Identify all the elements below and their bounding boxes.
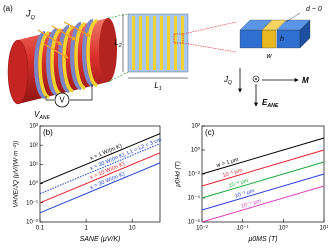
panel-label: (c) <box>205 128 215 137</box>
y-tick-label: 10⁻¹ <box>26 200 38 206</box>
series-line <box>39 152 161 204</box>
heat-flux-label: JQ <box>223 75 232 86</box>
y-tick-label: 10⁰ <box>29 180 39 187</box>
plot-frame <box>201 125 325 223</box>
series-line <box>201 149 325 187</box>
series-label: w = 1 μm <box>215 157 240 170</box>
pointer <box>285 12 301 23</box>
series-label: 10⁻³ μm <box>234 188 255 200</box>
voltmeter <box>54 92 70 108</box>
panel-a: (a) JQ V VANE L2 L1 <box>3 4 322 121</box>
series-line <box>39 162 161 214</box>
series-line <box>201 161 325 199</box>
series-line <box>201 173 325 211</box>
y-tick-label: 10⁻² <box>26 220 38 226</box>
charts: 0.1 1 10 10⁻² 10⁻¹ 10⁰ 10¹ 10² 10³ (b) SANE (μV/K)… <box>13 124 329 243</box>
x-tick-label: 0.1 <box>36 226 45 232</box>
series-line <box>201 185 325 223</box>
field-label: EANE <box>262 98 279 109</box>
heat-arrows <box>37 21 91 59</box>
y-tick-label: 10⁰ <box>191 147 201 154</box>
length-label: L1 <box>154 81 161 92</box>
heat-flux-label: JQ <box>25 8 36 20</box>
x-tick-label: 10⁰ <box>279 225 289 232</box>
zoom-lines <box>107 13 129 83</box>
y-tick-label: 10⁻⁶ <box>188 219 201 226</box>
width-label: w <box>266 53 272 60</box>
length-label: L2 <box>114 38 121 49</box>
gap-label: d ~ 0 <box>306 6 322 13</box>
x-tick-label: 10 <box>129 226 136 232</box>
coil <box>38 19 98 99</box>
x-axis-label: μ0MS (T) <box>247 236 277 243</box>
y-tick-label: 10² <box>191 124 200 130</box>
voltmeter-label: V <box>59 96 65 105</box>
wire <box>45 84 93 101</box>
zoom-lines <box>182 21 237 53</box>
magnetization-label: M <box>302 76 309 85</box>
zoom-box <box>173 33 184 44</box>
y-tick-label: 10¹ <box>29 162 38 168</box>
series-line <box>39 133 161 185</box>
x-axis-label: SANE (μV/K) <box>80 236 121 243</box>
x-tick-label: 10⁻² <box>196 226 208 232</box>
panel-label: (b) <box>43 128 53 137</box>
panel-label: (a) <box>3 4 13 13</box>
voltage-label: VANE <box>34 110 51 121</box>
series-line <box>201 137 325 175</box>
out-of-plane <box>255 78 257 80</box>
y-axis-label: VANE/JQ (μV/(W·m⁻²)) <box>13 141 20 208</box>
cylinder-end <box>7 39 29 105</box>
x-tick-label: 10⁻¹ <box>237 226 249 232</box>
coil-back <box>34 19 94 99</box>
series-line <box>39 143 161 195</box>
x-tick-label: 10¹ <box>320 226 329 232</box>
y-tick-label: 10³ <box>29 124 38 130</box>
cylinder-end <box>99 18 117 82</box>
blocks <box>239 19 311 49</box>
y-axis-label: μ0Hd (T) <box>175 161 182 188</box>
y-tick-label: 10⁻² <box>188 172 200 178</box>
y-tick-label: 10² <box>29 143 38 149</box>
series-label: 10⁻¹ μm <box>222 168 243 180</box>
device <box>127 13 189 73</box>
height-label: h <box>280 36 284 43</box>
x-tick-label: 1 <box>84 226 88 232</box>
plot-frame <box>39 125 161 223</box>
y-tick-label: 10⁻⁴ <box>188 195 201 202</box>
series-label: 10⁻² μm <box>228 178 249 190</box>
